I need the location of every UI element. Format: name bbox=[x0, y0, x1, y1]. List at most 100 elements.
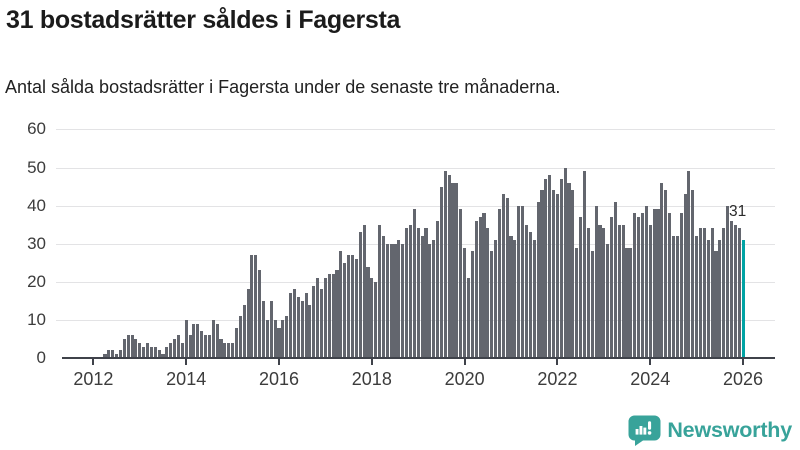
bar bbox=[664, 190, 668, 358]
bar bbox=[420, 236, 424, 358]
bar bbox=[192, 323, 196, 358]
bar bbox=[521, 205, 525, 358]
bar bbox=[242, 304, 246, 358]
bar bbox=[200, 331, 204, 358]
bar bbox=[234, 327, 239, 358]
bar bbox=[277, 327, 281, 358]
x-axis-tick-label: 2024 bbox=[630, 369, 671, 389]
bar bbox=[374, 281, 378, 358]
bar bbox=[621, 224, 625, 358]
bar bbox=[443, 171, 447, 358]
x-axis-tick-label: 2012 bbox=[73, 369, 114, 389]
bar bbox=[169, 342, 173, 358]
bar bbox=[142, 346, 146, 358]
bar bbox=[640, 213, 645, 358]
x-axis-tick-label: 2018 bbox=[351, 369, 392, 389]
bar bbox=[145, 342, 150, 358]
y-axis-tick-label: 20 bbox=[27, 271, 46, 291]
bar bbox=[238, 316, 242, 358]
bar bbox=[691, 190, 695, 358]
bar bbox=[300, 300, 304, 358]
bar bbox=[327, 274, 331, 358]
bar bbox=[486, 228, 490, 358]
bar bbox=[215, 323, 219, 358]
bar bbox=[385, 243, 389, 358]
bar bbox=[339, 251, 343, 358]
bar bbox=[579, 217, 583, 358]
bar bbox=[532, 239, 536, 358]
bar bbox=[184, 319, 188, 358]
bar bbox=[273, 319, 277, 358]
chart-subtitle: Antal sålda bostadsrätter i Fagersta und… bbox=[5, 77, 561, 97]
bar bbox=[165, 346, 169, 358]
bar bbox=[683, 194, 687, 358]
bar bbox=[432, 239, 436, 358]
bar bbox=[575, 247, 579, 358]
bar bbox=[710, 228, 714, 358]
bar bbox=[610, 217, 614, 358]
gridline bbox=[56, 129, 775, 131]
bar bbox=[540, 190, 544, 358]
bar bbox=[660, 182, 664, 358]
bar bbox=[633, 213, 637, 358]
bar bbox=[548, 175, 552, 358]
bar bbox=[350, 255, 355, 358]
bar bbox=[331, 274, 335, 358]
bar bbox=[227, 342, 231, 358]
bar bbox=[347, 255, 351, 358]
bar bbox=[517, 205, 521, 358]
bar bbox=[737, 228, 741, 358]
bar bbox=[203, 335, 208, 358]
bar bbox=[231, 342, 235, 358]
bar bbox=[652, 209, 656, 358]
bar bbox=[656, 209, 660, 358]
bar bbox=[726, 205, 730, 358]
logo-bar-medium bbox=[643, 427, 647, 435]
bar bbox=[122, 338, 126, 358]
bar bbox=[393, 243, 397, 358]
logo-exclamation-dot bbox=[648, 431, 652, 435]
bar bbox=[180, 342, 184, 358]
bar bbox=[466, 277, 471, 358]
brand-label: Newsworthy bbox=[667, 418, 792, 442]
bar bbox=[130, 335, 134, 358]
bar bbox=[528, 232, 532, 358]
bar bbox=[509, 236, 513, 358]
bar bbox=[559, 178, 563, 358]
brand-footer[interactable]: Newsworthy bbox=[628, 415, 792, 446]
bar bbox=[722, 228, 726, 358]
bar bbox=[358, 232, 362, 358]
bar bbox=[304, 293, 308, 358]
y-axis-tick-label: 30 bbox=[27, 233, 46, 253]
bar bbox=[250, 255, 254, 358]
bar bbox=[397, 239, 401, 358]
x-axis-tick bbox=[185, 359, 188, 365]
bar bbox=[637, 217, 641, 358]
bar bbox=[207, 335, 211, 358]
bar bbox=[176, 335, 181, 358]
bar bbox=[586, 228, 590, 358]
bar bbox=[157, 350, 161, 358]
bar bbox=[733, 224, 737, 358]
x-axis-tick-label: 2026 bbox=[723, 369, 764, 389]
x-axis-tick-label: 2020 bbox=[444, 369, 485, 389]
bar bbox=[679, 213, 683, 358]
gridline bbox=[56, 167, 775, 169]
page-title: 31 bostadsrätter såldes i Fagersta bbox=[6, 6, 401, 34]
bar bbox=[173, 338, 177, 358]
bar bbox=[258, 270, 262, 358]
bar bbox=[416, 228, 420, 358]
bar bbox=[668, 213, 672, 358]
bar bbox=[729, 220, 733, 358]
bar bbox=[149, 346, 153, 358]
bar bbox=[474, 220, 478, 358]
bar bbox=[598, 224, 602, 358]
bar bbox=[161, 354, 165, 358]
logo-bar-small bbox=[635, 429, 639, 435]
x-axis-line bbox=[62, 357, 775, 359]
bar bbox=[107, 350, 111, 358]
bar bbox=[370, 277, 374, 358]
bar bbox=[447, 175, 451, 358]
bar bbox=[366, 266, 370, 358]
bar bbox=[428, 243, 432, 358]
